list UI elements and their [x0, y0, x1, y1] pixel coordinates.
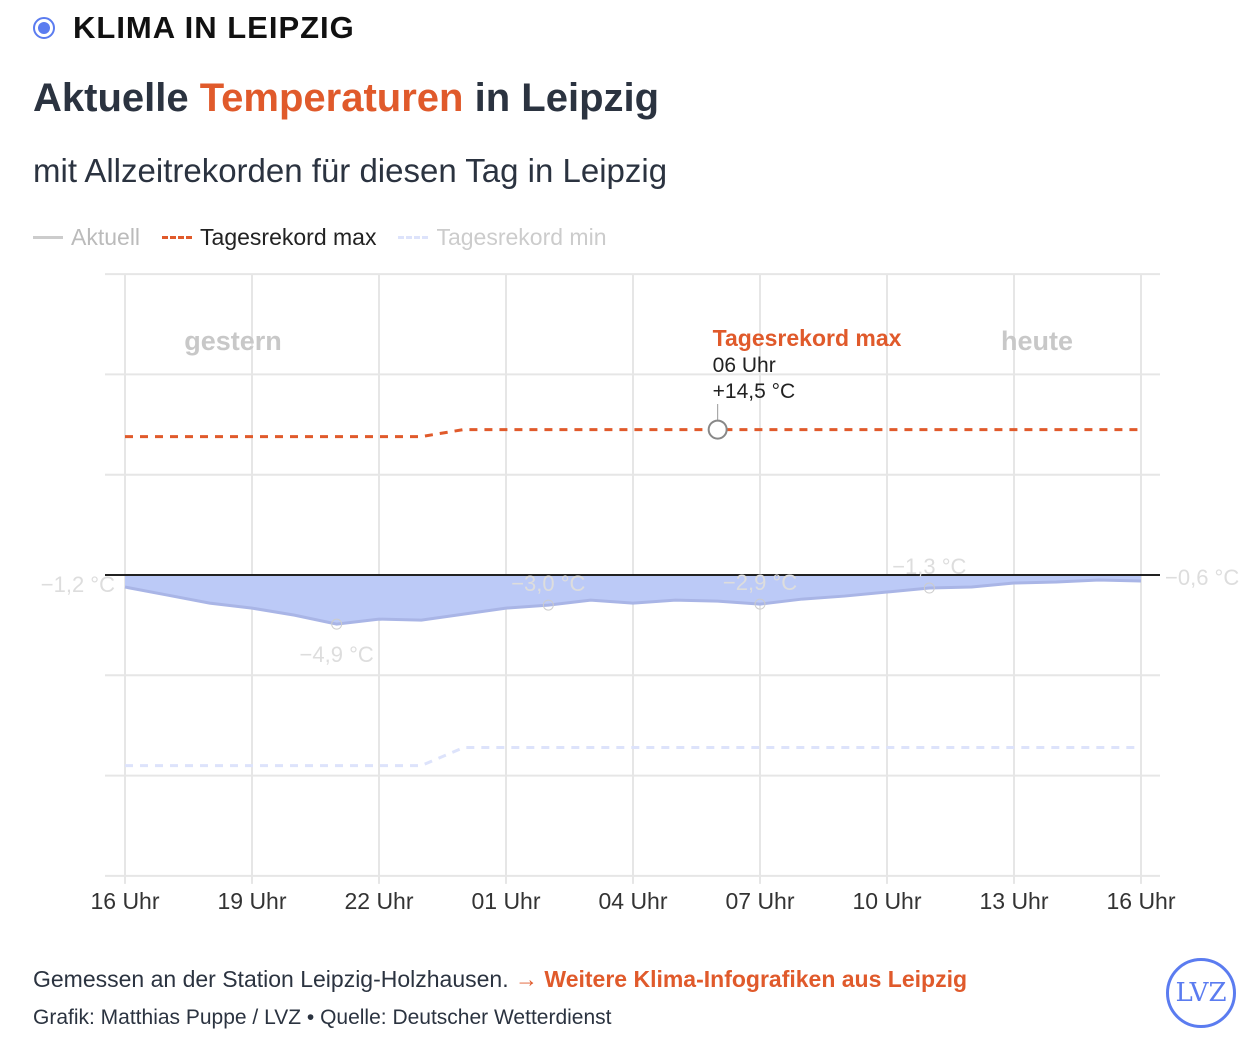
- annotation-title: Tagesrekord max: [713, 325, 902, 351]
- x-tick-label: 10 Uhr: [852, 888, 921, 914]
- radio-dot-icon: [33, 17, 55, 39]
- series-line-min: [125, 746, 1141, 768]
- x-tick-label: 07 Uhr: [725, 888, 794, 914]
- x-tick-label: 22 Uhr: [344, 888, 413, 914]
- annotation-time: 06 Uhr: [713, 354, 776, 377]
- point-label: −1,2 °C: [41, 572, 115, 597]
- temperature-area: [125, 575, 1141, 625]
- legend-label: Tagesrekord min: [436, 224, 607, 250]
- x-tick-label: 01 Uhr: [471, 888, 540, 914]
- series-line-max: [125, 428, 1141, 439]
- legend-label: Tagesrekord max: [200, 224, 377, 250]
- legend-label: Aktuell: [71, 224, 141, 250]
- annotation-marker: [707, 419, 728, 440]
- annotation-value: +14,5 °C: [713, 380, 796, 403]
- title-highlight: Temperaturen: [199, 76, 464, 120]
- x-tick-label: 16 Uhr: [1106, 888, 1175, 914]
- point-label: −0,6 °C: [1165, 565, 1239, 590]
- subtitle: mit Allzeitrekorden für diesen Tag in Le…: [33, 152, 668, 189]
- lvz-logo[interactable]: LVZ: [1166, 958, 1236, 1028]
- x-tick-label: 16 Uhr: [90, 888, 159, 914]
- x-tick-label: 04 Uhr: [598, 888, 667, 914]
- data-point-marker: [542, 599, 554, 611]
- x-tick-label: 19 Uhr: [217, 888, 286, 914]
- legend: Aktuell Tagesrekord max Tagesrekord min: [33, 224, 607, 251]
- day-label-heute: heute: [1001, 326, 1073, 356]
- point-label: −2,9 °C: [723, 570, 797, 595]
- data-point-marker: [754, 598, 766, 610]
- data-point-marker: [331, 618, 343, 630]
- point-label: −3,0 °C: [511, 571, 585, 596]
- series-line-aktuell: [124, 578, 1142, 626]
- kicker-text: KLIMA IN LEIPZIG: [73, 10, 355, 45]
- chart: 16 Uhr 19 Uhr 22 Uhr 01 Uhr 04 Uhr 07 Uhr 10 U…: [41, 273, 1239, 914]
- day-label-gestern: gestern: [184, 326, 282, 356]
- title-post: in Leipzig: [463, 76, 660, 120]
- footer-text: Gemessen an der Station Leipzig-Holzhaus…: [33, 966, 516, 992]
- footer-note: Gemessen an der Station Leipzig-Holzhaus…: [33, 966, 967, 993]
- point-label: −4,9 °C: [300, 642, 374, 667]
- data-point-marker: [923, 582, 935, 594]
- legend-min[interactable]: Tagesrekord min: [398, 224, 607, 251]
- legend-max[interactable]: Tagesrekord max: [162, 224, 376, 251]
- kicker: KLIMA IN LEIPZIG: [33, 10, 355, 46]
- more-infographics-link[interactable]: → Weitere Klima-Infografiken aus Leipzig: [515, 966, 968, 992]
- legend-aktuell[interactable]: Aktuell: [33, 224, 140, 251]
- page-title: Aktuelle Temperaturen in Leipzig: [33, 76, 659, 121]
- x-tick-label: 13 Uhr: [979, 888, 1048, 914]
- footer-credit: Grafik: Matthias Puppe / LVZ • Quelle: D…: [33, 1006, 612, 1029]
- point-label: −1,3 °C: [892, 554, 966, 579]
- title-pre: Aktuelle: [33, 76, 200, 120]
